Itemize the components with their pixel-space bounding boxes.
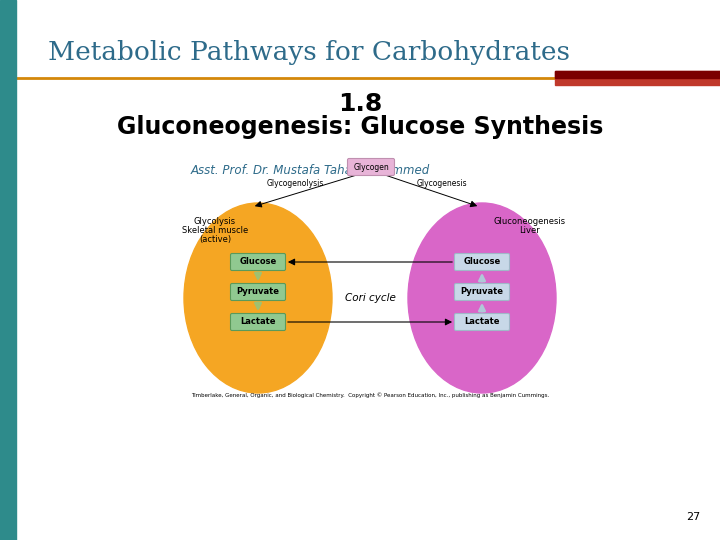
FancyBboxPatch shape bbox=[454, 284, 510, 300]
FancyBboxPatch shape bbox=[454, 314, 510, 330]
Text: (active): (active) bbox=[199, 235, 231, 244]
Ellipse shape bbox=[184, 203, 332, 393]
Text: Gluconeogenesis: Glucose Synthesis: Gluconeogenesis: Glucose Synthesis bbox=[117, 115, 603, 139]
Text: Glycogenesis: Glycogenesis bbox=[417, 179, 467, 187]
Text: Glycogen: Glycogen bbox=[353, 163, 389, 172]
Text: Pyruvate: Pyruvate bbox=[236, 287, 279, 296]
Text: Lactate: Lactate bbox=[240, 318, 276, 327]
Ellipse shape bbox=[408, 203, 556, 393]
FancyBboxPatch shape bbox=[230, 314, 286, 330]
FancyBboxPatch shape bbox=[348, 159, 395, 176]
Text: 1.8: 1.8 bbox=[338, 92, 382, 116]
Text: Skeletal muscle: Skeletal muscle bbox=[182, 226, 248, 235]
Text: Cori cycle: Cori cycle bbox=[345, 293, 395, 303]
Text: Metabolic Pathways for Carbohydrates: Metabolic Pathways for Carbohydrates bbox=[48, 40, 570, 65]
Text: Pyruvate: Pyruvate bbox=[461, 287, 503, 296]
Text: Lactate: Lactate bbox=[464, 318, 500, 327]
Text: Glucose: Glucose bbox=[464, 258, 500, 267]
Text: Timberlake, General, Organic, and Biological Chemistry.  Copyright © Pearson Edu: Timberlake, General, Organic, and Biolog… bbox=[191, 392, 549, 397]
Text: 27: 27 bbox=[685, 512, 700, 522]
Text: Asst. Prof. Dr. Mustafa Taha  Mohammed: Asst. Prof. Dr. Mustafa Taha Mohammed bbox=[190, 164, 430, 177]
FancyBboxPatch shape bbox=[454, 253, 510, 271]
Text: Gluconeogenesis: Gluconeogenesis bbox=[494, 217, 566, 226]
Text: Glucose: Glucose bbox=[239, 258, 276, 267]
Text: Glycolysis: Glycolysis bbox=[194, 217, 236, 226]
Bar bbox=[0, 0, 16, 540]
Bar bbox=[555, 71, 720, 78]
Text: Liver: Liver bbox=[520, 226, 541, 235]
FancyBboxPatch shape bbox=[230, 253, 286, 271]
Text: Glycogenolysis: Glycogenolysis bbox=[266, 179, 324, 187]
FancyBboxPatch shape bbox=[230, 284, 286, 300]
Bar bbox=[555, 71, 720, 85]
